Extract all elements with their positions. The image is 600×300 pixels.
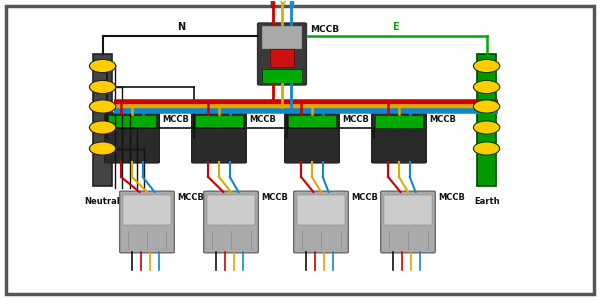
Text: Y: Y xyxy=(279,2,285,10)
FancyBboxPatch shape xyxy=(119,191,174,253)
Bar xyxy=(477,54,496,186)
Bar xyxy=(385,195,432,225)
Bar xyxy=(196,115,243,128)
Text: MCCB: MCCB xyxy=(178,194,204,202)
FancyBboxPatch shape xyxy=(372,113,426,163)
Bar xyxy=(93,54,112,186)
Bar xyxy=(262,69,302,82)
FancyBboxPatch shape xyxy=(204,191,259,253)
Text: MCCB: MCCB xyxy=(342,116,369,124)
Text: E: E xyxy=(392,22,399,32)
Bar xyxy=(269,49,295,67)
FancyBboxPatch shape xyxy=(285,113,340,163)
Circle shape xyxy=(89,59,116,73)
FancyBboxPatch shape xyxy=(104,113,160,163)
FancyBboxPatch shape xyxy=(294,191,348,253)
Circle shape xyxy=(473,59,500,73)
Circle shape xyxy=(89,142,116,155)
Text: MCCB: MCCB xyxy=(438,194,465,202)
Circle shape xyxy=(473,142,500,155)
Text: MCCB: MCCB xyxy=(352,194,378,202)
Bar xyxy=(262,26,302,49)
Text: N: N xyxy=(177,22,185,32)
Circle shape xyxy=(89,121,116,134)
Circle shape xyxy=(473,100,500,113)
Text: MCCB: MCCB xyxy=(250,116,276,124)
FancyBboxPatch shape xyxy=(381,191,436,253)
Circle shape xyxy=(89,80,116,94)
Text: Neutral: Neutral xyxy=(85,196,121,206)
Circle shape xyxy=(473,121,500,134)
Text: MCCB: MCCB xyxy=(262,194,288,202)
Circle shape xyxy=(89,100,116,113)
Bar xyxy=(124,195,170,225)
Text: MCCB: MCCB xyxy=(311,26,340,34)
Bar xyxy=(208,195,255,225)
Text: MCCB: MCCB xyxy=(162,116,189,124)
Text: B: B xyxy=(288,2,294,10)
Text: MCCB: MCCB xyxy=(430,116,456,124)
Circle shape xyxy=(473,80,500,94)
Bar xyxy=(376,115,422,128)
Text: R: R xyxy=(270,2,276,10)
Bar xyxy=(108,115,156,128)
Bar xyxy=(298,195,344,225)
Bar xyxy=(289,115,336,128)
FancyBboxPatch shape xyxy=(192,113,247,163)
FancyBboxPatch shape xyxy=(258,23,306,85)
Text: Earth: Earth xyxy=(474,196,499,206)
